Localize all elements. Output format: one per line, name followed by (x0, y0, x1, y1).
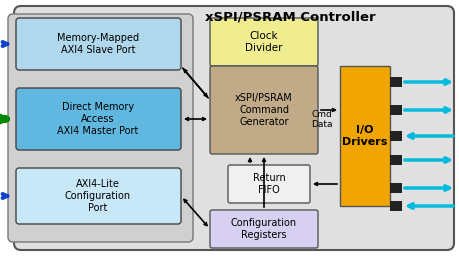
Bar (389, 183, 401, 193)
Bar (339, 66, 389, 206)
Bar (389, 131, 401, 141)
Bar (389, 155, 401, 165)
FancyBboxPatch shape (210, 18, 317, 66)
Text: Memory-Mapped
AXI4 Slave Port: Memory-Mapped AXI4 Slave Port (57, 33, 139, 55)
FancyBboxPatch shape (210, 66, 317, 154)
Bar (389, 105, 401, 115)
FancyBboxPatch shape (8, 14, 193, 242)
Text: xSPI/PSRAM Controller: xSPI/PSRAM Controller (204, 10, 375, 23)
Bar (389, 201, 401, 211)
Text: xSPI/PSRAM
Command
Generator: xSPI/PSRAM Command Generator (235, 93, 292, 127)
Text: Direct Memory
Access
AXI4 Master Port: Direct Memory Access AXI4 Master Port (57, 102, 138, 136)
FancyBboxPatch shape (16, 18, 180, 70)
Text: Clock
Divider: Clock Divider (245, 31, 282, 53)
FancyBboxPatch shape (16, 88, 180, 150)
Text: Configuration
Registers: Configuration Registers (230, 218, 297, 240)
FancyBboxPatch shape (14, 6, 453, 250)
FancyBboxPatch shape (16, 168, 180, 224)
FancyBboxPatch shape (210, 210, 317, 248)
Bar (389, 77, 401, 87)
Text: Cmd
Data: Cmd Data (311, 110, 332, 129)
Text: Return
FIFO: Return FIFO (252, 173, 285, 195)
FancyBboxPatch shape (228, 165, 309, 203)
Text: AXI4-Lite
Configuration
Port: AXI4-Lite Configuration Port (65, 179, 131, 212)
Text: I/O
Drivers: I/O Drivers (341, 125, 387, 147)
